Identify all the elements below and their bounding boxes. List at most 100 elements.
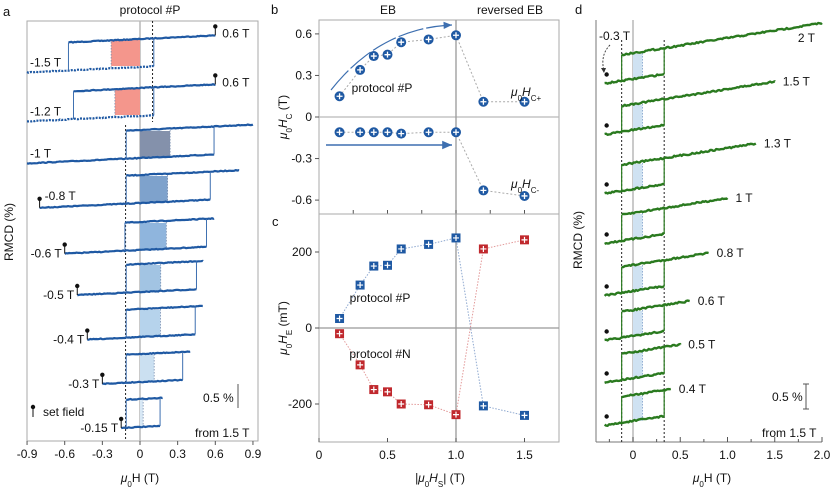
set-field-marker xyxy=(604,123,609,128)
set-field-marker xyxy=(118,416,124,422)
lower-branch xyxy=(604,123,665,137)
label-part: μ xyxy=(276,348,290,356)
label-part: H (T) xyxy=(132,471,159,485)
label-part: C xyxy=(285,113,294,119)
lower-branch xyxy=(604,371,665,384)
y-axis-label: RMCD (%) xyxy=(2,203,16,261)
loop-label: -0.5 T xyxy=(43,288,75,302)
data-point xyxy=(451,30,461,41)
data-point xyxy=(383,260,392,270)
y-axis-label: μ0HE (mT) xyxy=(276,301,294,356)
x-tick-label: 1.0 xyxy=(719,448,736,462)
error-cross xyxy=(336,330,343,337)
panel-label-a: a xyxy=(3,4,11,19)
hysteresis-loop: 1.3 T xyxy=(604,137,792,195)
label-part: H (T) xyxy=(704,471,731,485)
error-cross xyxy=(521,192,528,199)
data-point xyxy=(451,127,461,138)
upper-branch xyxy=(621,387,672,399)
label-part: 0 xyxy=(518,185,523,194)
label-part: μ xyxy=(276,132,290,140)
error-cross xyxy=(384,129,391,136)
x-tick-label: 0.5 xyxy=(672,448,689,462)
data-point xyxy=(382,127,393,138)
data-point xyxy=(368,127,379,138)
loop-label: -0.3 T xyxy=(68,377,100,391)
lower-branch xyxy=(77,288,197,297)
loop-label: 1.5 T xyxy=(783,75,811,89)
series-label: μ0HC- xyxy=(510,177,539,195)
data-point xyxy=(520,235,529,245)
hysteresis-loop: 0.4 T xyxy=(603,382,707,427)
panel-d: d 2 T 1.5 T 1.3 T 1 T 0.8 T 0.6 T 0.5 T 0.4 T 0 0.… xyxy=(571,2,830,489)
hysteresis-loop: -1 T xyxy=(26,123,254,165)
y-tick-label: -0.3 xyxy=(291,152,312,166)
set-field-marker xyxy=(37,196,42,201)
set-field-marker xyxy=(213,73,218,78)
lower-branch xyxy=(102,378,183,386)
arrowhead xyxy=(601,68,606,73)
plot-frame xyxy=(26,20,259,442)
loop-label: 1 T xyxy=(736,191,754,205)
error-cross xyxy=(357,66,364,73)
end-field-label: 0.6 T xyxy=(222,75,250,89)
scale-bar-label: 0.5 % xyxy=(203,391,234,405)
data-point xyxy=(478,244,488,254)
set-field-marker xyxy=(75,283,80,289)
data-point xyxy=(519,190,530,201)
set-field-marker xyxy=(85,328,90,333)
error-cross xyxy=(336,93,343,100)
hysteresis-loop: -0.3 T xyxy=(68,350,191,391)
set-field-marker xyxy=(100,372,105,377)
error-cross xyxy=(453,32,459,39)
label-part: 0 xyxy=(127,480,132,489)
set-field-marker xyxy=(604,232,609,237)
protocol-label: protocol #P xyxy=(352,81,413,95)
upper-branch xyxy=(126,169,240,177)
series-line xyxy=(339,239,525,416)
data-point xyxy=(382,49,393,60)
error-cross xyxy=(480,245,487,252)
data-point xyxy=(335,314,345,323)
error-cross xyxy=(425,401,432,408)
hysteresis-loop: -1.5 T 0.6 T xyxy=(26,24,250,74)
data-point xyxy=(355,360,365,370)
x-tick-label: 0.9 xyxy=(245,447,262,461)
error-cross xyxy=(398,245,405,252)
loop-label: -1.2 T xyxy=(30,104,62,118)
data-point xyxy=(335,329,345,339)
exchange-bias-shade xyxy=(140,265,161,291)
lower-branch xyxy=(603,414,665,427)
loop-label: -0.15 T xyxy=(80,421,118,435)
y-tick-label: 0 xyxy=(305,321,312,335)
hysteresis-loop: -0.8 T xyxy=(37,169,240,209)
upper-branch xyxy=(125,350,191,356)
y-tick-label: 0 xyxy=(305,110,312,124)
x-tick-label: 0 xyxy=(630,448,637,462)
hysteresis-loop: 1 T xyxy=(604,191,754,245)
lower-branch xyxy=(604,232,665,245)
exchange-bias-shade xyxy=(140,176,168,202)
lower-branch xyxy=(604,72,665,85)
y-tick-label: -200 xyxy=(288,397,312,411)
hysteresis-loop: 0.6 T xyxy=(604,294,725,342)
error-cross xyxy=(384,262,391,269)
panel-label-c: c xyxy=(272,214,279,229)
label-part: C+ xyxy=(531,93,542,102)
hysteresis-loop: 0.8 T xyxy=(603,246,744,297)
label-part: |μ xyxy=(415,471,425,485)
label-part: H xyxy=(429,471,438,485)
series-label-p: protocol #P xyxy=(350,291,411,305)
error-cross xyxy=(398,130,405,137)
upper-branch xyxy=(620,21,823,57)
set-field-marker xyxy=(62,242,67,247)
upper-branch xyxy=(125,304,204,311)
label-part: (T) xyxy=(276,95,290,114)
set-field-marker xyxy=(604,72,609,77)
label-part: C- xyxy=(531,185,540,194)
label-part: μ xyxy=(510,177,518,191)
x-tick-label: 1.5 xyxy=(766,448,783,462)
data-point xyxy=(355,280,365,290)
panel-b: b EB reversed EB 0.6 0.3 0 -0.3 -0.6 protocol #P… xyxy=(271,2,560,215)
